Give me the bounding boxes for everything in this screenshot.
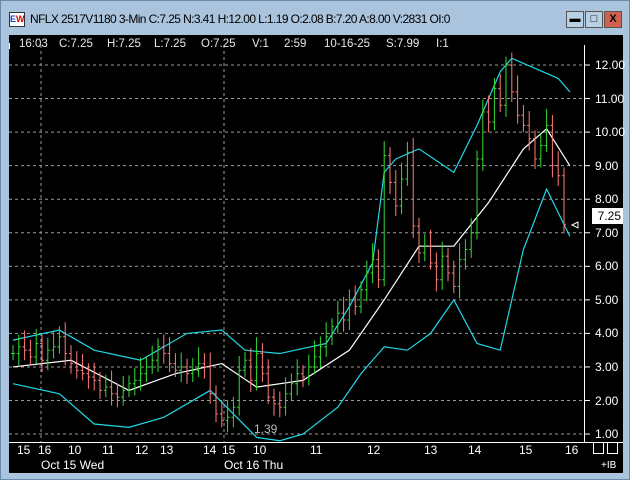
price-chart[interactable]: 16:03 C:7.25 H:7.25 L:7.25 O:7.25 V:1 2:… <box>9 35 626 473</box>
x-tick-label: 11 <box>102 443 115 457</box>
y-tick-label: 11.00 <box>595 91 625 106</box>
info-open: O:7.25 <box>201 38 236 50</box>
x-tick-label: 10 <box>253 443 267 457</box>
x-tick-label: 13 <box>160 443 174 457</box>
y-tick-label: 8.00 <box>595 192 619 207</box>
corner-label[interactable]: +IB <box>601 460 617 471</box>
x-tick-label: 11 <box>310 443 323 457</box>
info-time: 16:03 <box>19 38 48 50</box>
last-price-tag: 7.25 <box>592 208 623 224</box>
app-logo-icon: EW <box>9 12 25 27</box>
x-tick-label: 16 <box>565 443 579 457</box>
info-settle: S:7.99 <box>386 38 420 50</box>
x-tick-label: 13 <box>424 443 438 457</box>
title-bar[interactable]: EW NFLX 2517V1180 3-Min C:7.25 N:3.41 H:… <box>1 1 630 35</box>
y-tick-label: 5.00 <box>595 292 619 307</box>
info-interest: I:1 <box>436 38 449 50</box>
low-annotation: 1.39 <box>254 422 278 436</box>
x-tick-label: 12 <box>135 443 149 457</box>
info-low: L:7.25 <box>154 38 186 50</box>
minimize-button[interactable]: ▬ <box>566 11 584 28</box>
date-label-oct16: Oct 16 Thu <box>224 458 284 472</box>
y-tick-label: 3.00 <box>595 359 619 374</box>
info-high: H:7.25 <box>107 38 141 50</box>
x-tick-label: 14 <box>468 443 482 457</box>
window-title: NFLX 2517V1180 3-Min C:7.25 N:3.41 H:12.… <box>30 12 450 26</box>
y-tick-label: 1.00 <box>595 427 619 442</box>
y-tick-label: 7.00 <box>595 225 619 240</box>
x-tick-label: 14 <box>203 443 217 457</box>
panel-toggle-button[interactable] <box>607 442 618 454</box>
info-close: C:7.25 <box>59 38 93 50</box>
close-button[interactable]: X <box>604 11 622 28</box>
bar-info-strip: 16:03 C:7.25 H:7.25 L:7.25 O:7.25 V:1 2:… <box>9 38 623 54</box>
maximize-button[interactable]: □ <box>585 11 603 28</box>
y-tick-label: 4.00 <box>595 326 619 341</box>
x-tick-label: 16 <box>38 443 52 457</box>
chart-canvas[interactable] <box>9 35 623 473</box>
x-tick-label: 15 <box>17 443 31 457</box>
x-tick-label: 15 <box>519 443 533 457</box>
middle-band <box>12 127 571 392</box>
info-date: 10-16-25 <box>324 38 371 50</box>
y-tick-label: 10.00 <box>595 125 626 140</box>
panel-toggle-button[interactable] <box>593 442 604 454</box>
x-tick-label: 10 <box>68 443 82 457</box>
y-tick-label: 9.00 <box>595 158 619 173</box>
last-price-arrow-icon <box>570 221 579 229</box>
x-tick-label: 15 <box>222 443 236 457</box>
date-label-oct15: Oct 15 Wed <box>41 458 105 472</box>
x-tick-label: 12 <box>367 443 381 457</box>
info-volume: V:1 <box>252 38 269 50</box>
info-remaining: 2:59 <box>284 38 307 50</box>
upper-band <box>12 57 571 361</box>
y-tick-label: 2.00 <box>595 393 619 408</box>
y-tick-label: 6.00 <box>595 259 619 274</box>
y-tick-label: 12.00 <box>595 58 626 72</box>
lower-band <box>12 187 571 442</box>
